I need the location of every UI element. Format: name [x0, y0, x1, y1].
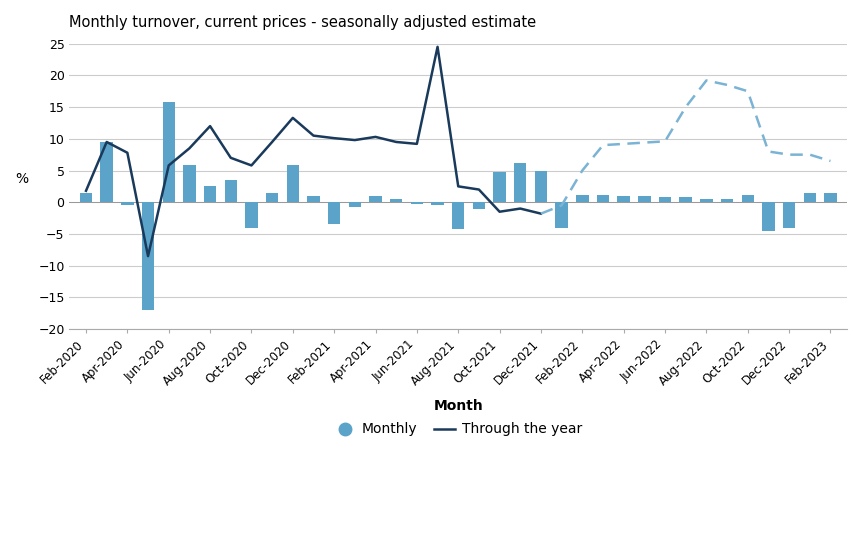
Bar [596, 195, 609, 202]
Legend: Monthly, Through the year: Monthly, Through the year [328, 417, 587, 442]
Bar [204, 186, 216, 202]
Bar [245, 202, 257, 228]
Bar [616, 196, 629, 202]
Y-axis label: %: % [15, 172, 28, 186]
Bar [80, 193, 92, 202]
Bar [823, 193, 836, 202]
Bar [513, 163, 526, 202]
Bar [307, 196, 319, 202]
Bar [410, 202, 423, 204]
Bar [472, 202, 485, 209]
Bar [782, 202, 795, 228]
Bar [348, 202, 361, 207]
Bar [225, 180, 237, 202]
Text: Monthly turnover, current prices - seasonally adjusted estimate: Monthly turnover, current prices - seaso… [70, 15, 536, 30]
Bar [678, 197, 691, 202]
Bar [492, 172, 505, 202]
Bar [761, 202, 774, 231]
Bar [637, 196, 650, 202]
Bar [534, 171, 547, 202]
Bar [658, 197, 671, 202]
X-axis label: Month: Month [433, 399, 482, 413]
Bar [575, 195, 588, 202]
Bar [327, 202, 340, 224]
Bar [389, 199, 402, 202]
Bar [369, 196, 381, 202]
Bar [101, 142, 113, 202]
Bar [451, 202, 464, 230]
Bar [265, 193, 278, 202]
Bar [430, 202, 443, 206]
Bar [699, 199, 712, 202]
Bar [183, 165, 195, 202]
Bar [720, 199, 733, 202]
Bar [740, 195, 753, 202]
Bar [142, 202, 154, 310]
Bar [121, 202, 133, 206]
Bar [554, 202, 567, 228]
Bar [163, 102, 175, 202]
Bar [286, 165, 299, 202]
Bar [802, 193, 815, 202]
